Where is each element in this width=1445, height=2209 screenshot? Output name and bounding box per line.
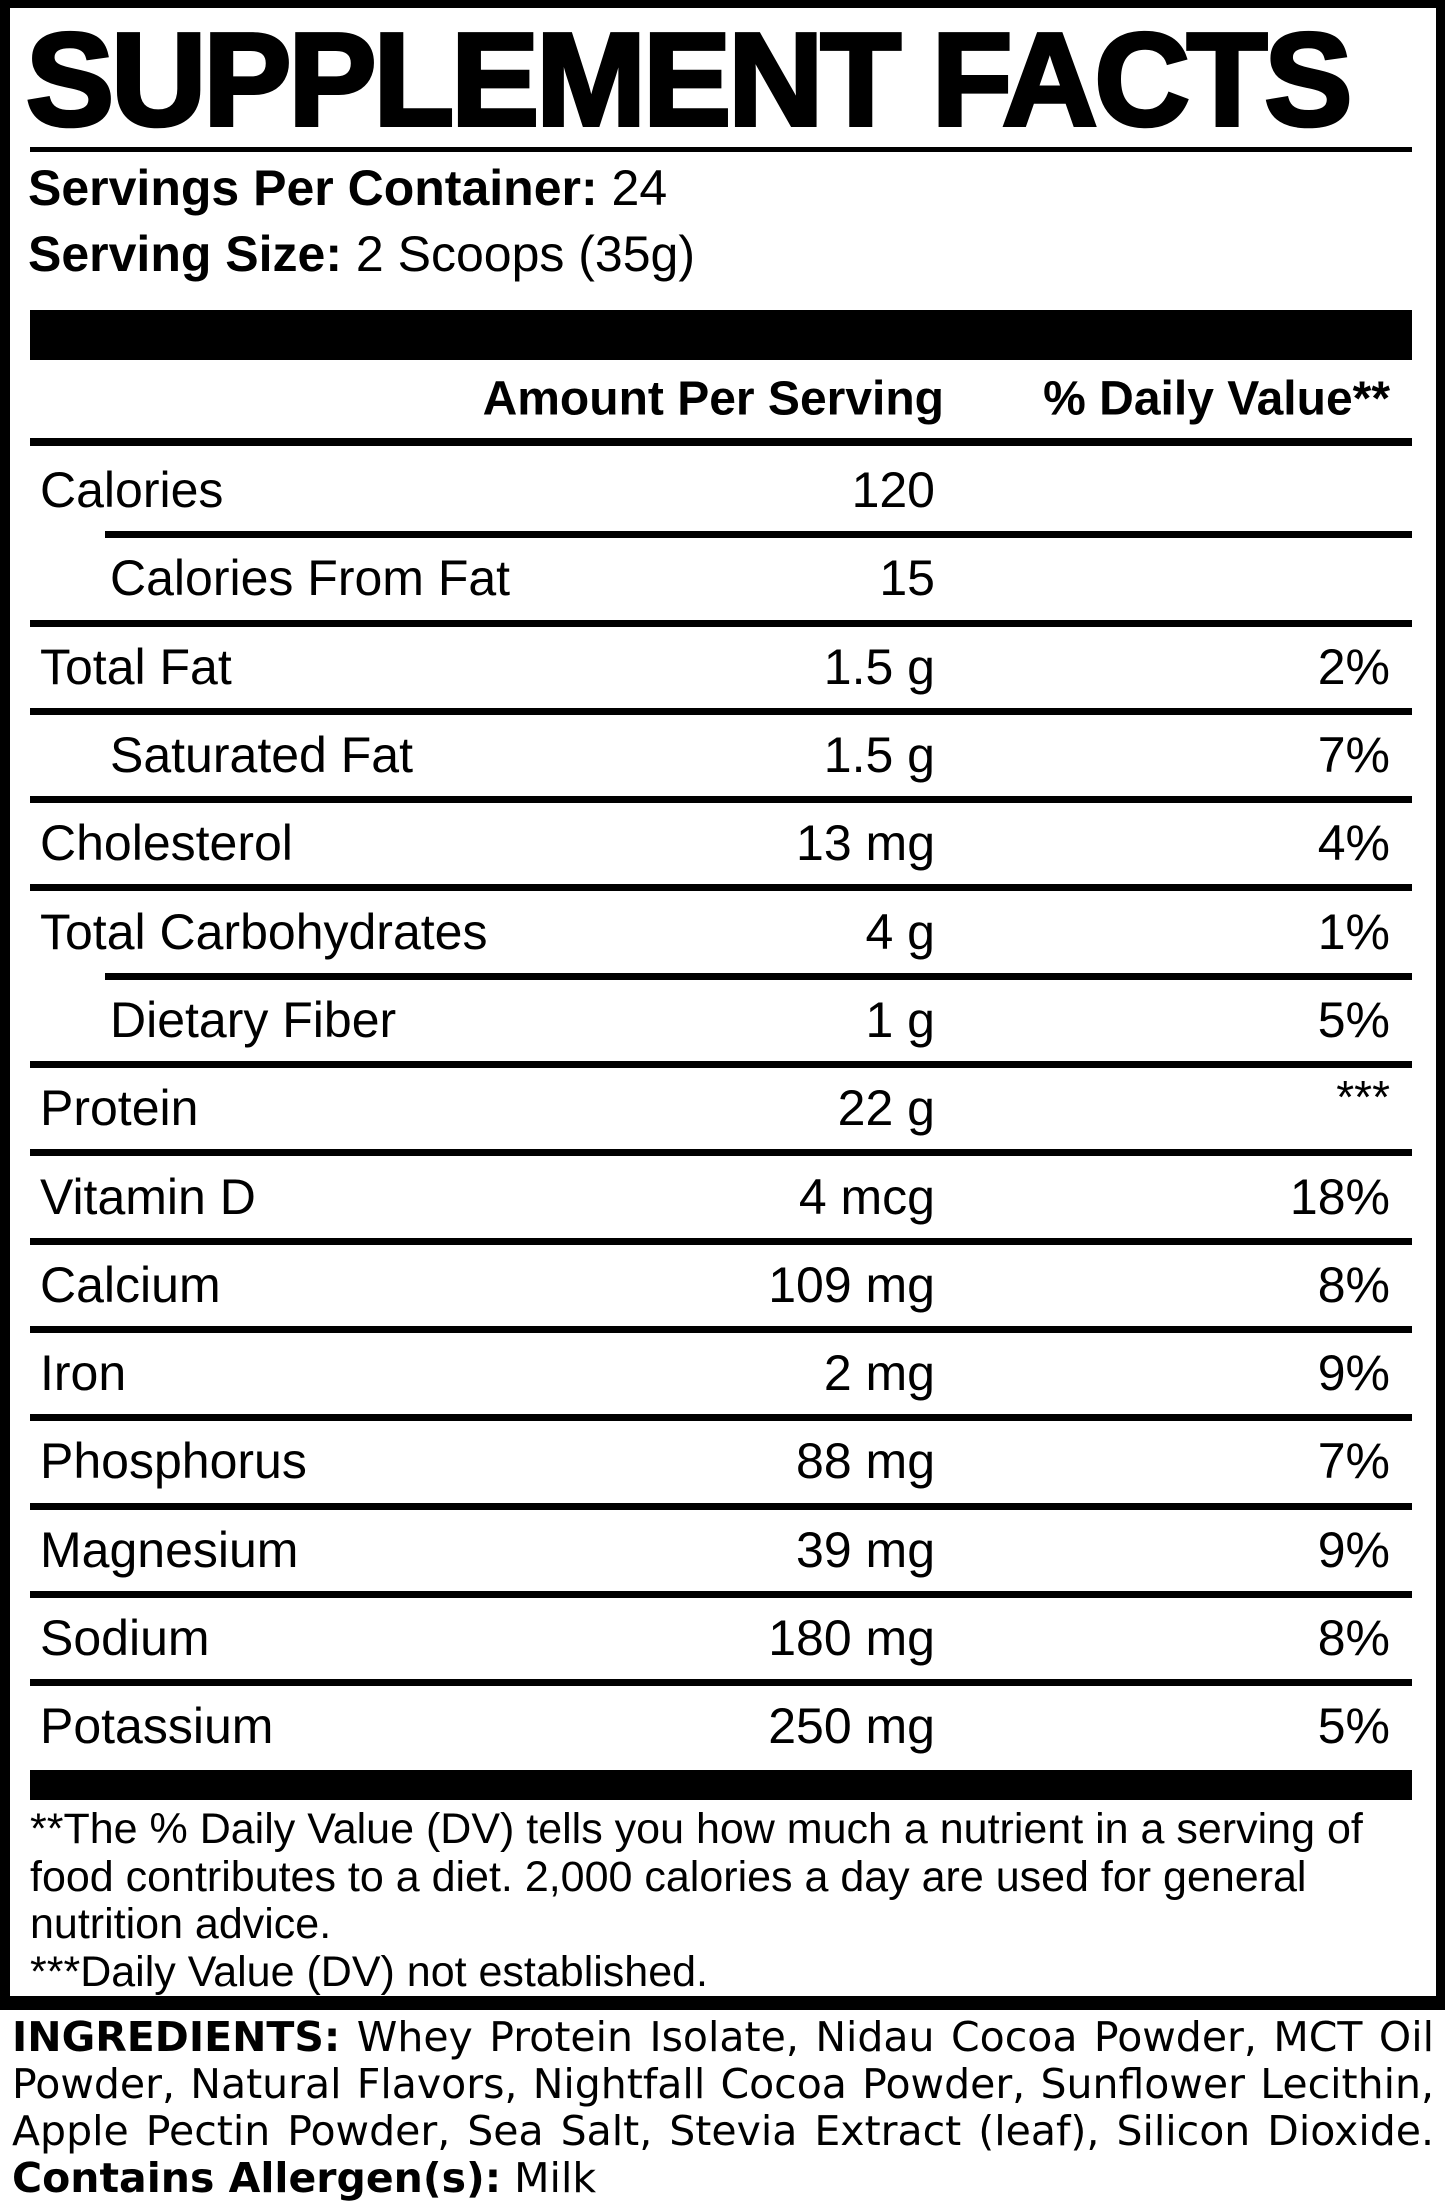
table-row-calcium: Calcium 109 mg 8% (10, 1237, 1436, 1329)
row-divider (30, 1325, 1412, 1333)
row-divider (30, 707, 1412, 715)
table-row-phosphorus: Phosphorus 88 mg 7% (10, 1414, 1436, 1505)
row-label: Calories From Fat (110, 550, 511, 607)
row-label: Saturated Fat (110, 727, 413, 784)
table-header: Amount Per Serving % Daily Value** (10, 360, 1436, 438)
row-amount: 15 (879, 550, 935, 607)
servings-per-container-label: Servings Per Container: (28, 160, 598, 216)
row-dv: 1% (1317, 903, 1390, 960)
amount-per-serving-header: Amount Per Serving (482, 372, 944, 426)
ingredients-text: Whey Protein Isolate, Nidau Cocoa Powder… (12, 2013, 1434, 2155)
row-dv: 2% (1317, 638, 1390, 695)
row-amount: 109 mg (768, 1256, 935, 1313)
row-divider (30, 1061, 1412, 1069)
table-row-dietary-fiber: Dietary Fiber 1 g 5% (10, 972, 1436, 1064)
table-row-magnesium: Magnesium 39 mg 9% (10, 1502, 1436, 1594)
row-dv: 7% (1317, 1433, 1390, 1490)
allergen-line: Contains Allergen(s): Milk (12, 2155, 1434, 2202)
row-divider (30, 1502, 1412, 1510)
ingredients-section: INGREDIENTS: Whey Protein Isolate, Nidau… (12, 2014, 1434, 2202)
daily-value-header: % Daily Value** (1043, 372, 1390, 426)
row-label: Protein (40, 1080, 199, 1137)
row-divider (105, 972, 1412, 980)
row-label: Calories (40, 462, 224, 519)
table-row-cholesterol: Cholesterol 13 mg 4% (10, 796, 1436, 887)
row-amount: 88 mg (796, 1433, 935, 1490)
table-row-total-carbohydrates: Total Carbohydrates 4 g 1% (10, 884, 1436, 975)
footnotes: **The % Daily Value (DV) tells you how m… (30, 1805, 1414, 1996)
table-row-calories-from-fat: Calories From Fat 15 (10, 531, 1436, 622)
row-dv: 4% (1317, 815, 1390, 872)
row-divider (30, 1149, 1412, 1157)
row-dv: *** (1336, 1071, 1390, 1124)
row-divider (30, 884, 1412, 892)
allergen-label: Contains Allergen(s): (12, 2154, 502, 2202)
serving-size: Serving Size: 2 Scoops (35g) (28, 226, 695, 282)
not-established-footnote: ***Daily Value (DV) not established. (30, 1947, 708, 1996)
row-divider (30, 796, 1412, 804)
servings-per-container: Servings Per Container: 24 (28, 160, 667, 216)
row-dv: 9% (1317, 1345, 1390, 1402)
ingredients-label: INGREDIENTS: (12, 2013, 341, 2061)
table-row-protein: Protein 22 g *** (10, 1061, 1436, 1152)
row-dv: 7% (1317, 727, 1390, 784)
row-label: Dietary Fiber (110, 991, 397, 1048)
row-label: Phosphorus (40, 1433, 307, 1490)
separator-bar-bottom (30, 1770, 1412, 1800)
table-row-sodium: Sodium 180 mg 8% (10, 1590, 1436, 1682)
ingredients-paragraph: INGREDIENTS: Whey Protein Isolate, Nidau… (12, 2014, 1434, 2155)
row-label: Vitamin D (40, 1168, 256, 1225)
row-amount: 1.5 g (823, 638, 935, 695)
row-dv: 18% (1289, 1168, 1390, 1225)
row-amount: 180 mg (768, 1610, 935, 1666)
serving-size-value: 2 Scoops (35g) (355, 226, 695, 282)
page-title: SUPPLEMENT FACTS (24, 6, 1354, 153)
table-row-saturated-fat: Saturated Fat 1.5 g 7% (10, 707, 1436, 799)
row-label: Total Carbohydrates (40, 903, 488, 960)
row-divider (30, 1414, 1412, 1422)
row-amount: 1.5 g (823, 727, 935, 784)
row-divider (105, 531, 1412, 539)
row-amount: 13 mg (796, 815, 935, 872)
row-dv: 5% (1317, 991, 1390, 1048)
row-amount: 4 g (865, 903, 935, 960)
row-dv: 9% (1317, 1521, 1390, 1578)
title-divider (30, 147, 1412, 152)
table-row-iron: Iron 2 mg 9% (10, 1325, 1436, 1417)
row-label: Iron (40, 1345, 127, 1402)
row-label: Potassium (40, 1698, 274, 1755)
nutrient-table: Calories 120 Calories From Fat 15 Total … (10, 446, 1436, 1770)
row-amount: 39 mg (796, 1521, 935, 1578)
servings-per-container-value: 24 (611, 160, 668, 216)
row-label: Total Fat (40, 638, 232, 695)
header-divider (30, 438, 1412, 446)
table-row-potassium: Potassium 250 mg 5% (10, 1679, 1436, 1770)
row-label: Sodium (40, 1610, 210, 1666)
row-amount: 22 g (837, 1080, 935, 1137)
separator-bar-top (30, 310, 1412, 360)
allergen-value: Milk (514, 2154, 597, 2202)
row-dv: 8% (1317, 1610, 1390, 1666)
row-divider (30, 1590, 1412, 1598)
serving-size-label: Serving Size: (28, 226, 342, 282)
daily-value-footnote: **The % Daily Value (DV) tells you how m… (30, 1805, 1363, 1948)
row-amount: 250 mg (768, 1698, 935, 1755)
row-amount: 120 (851, 462, 935, 519)
row-dv: 5% (1317, 1698, 1390, 1755)
row-amount: 2 mg (823, 1345, 935, 1402)
table-row-vitamin-d: Vitamin D 4 mcg 18% (10, 1149, 1436, 1240)
row-label: Calcium (40, 1256, 221, 1313)
row-divider (30, 619, 1412, 627)
row-label: Magnesium (40, 1521, 299, 1578)
row-divider (30, 1237, 1412, 1245)
row-amount: 1 g (865, 991, 935, 1048)
row-label: Cholesterol (40, 815, 293, 872)
row-amount: 4 mcg (798, 1168, 935, 1225)
row-divider (30, 1679, 1412, 1687)
table-row-total-fat: Total Fat 1.5 g 2% (10, 619, 1436, 711)
row-dv: 8% (1317, 1256, 1390, 1313)
table-row-calories: Calories 120 (10, 446, 1436, 534)
